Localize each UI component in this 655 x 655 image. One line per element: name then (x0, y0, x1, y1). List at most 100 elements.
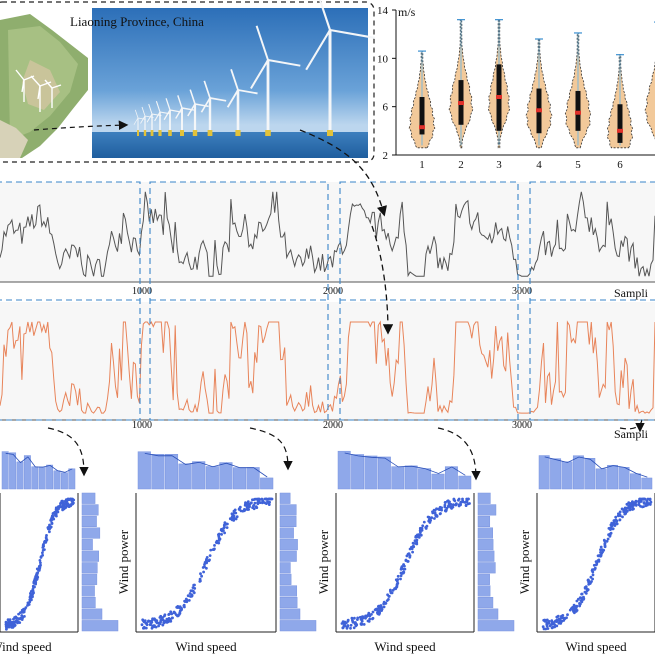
scatter-point (414, 535, 418, 539)
scatter-point (217, 533, 220, 537)
violin-y-tick-label: 10 (377, 53, 389, 65)
scatter-point (591, 573, 595, 577)
scatter-point (543, 619, 547, 623)
scatter-point (595, 562, 599, 566)
scatter-point (590, 580, 593, 583)
histogram-bar (81, 492, 96, 504)
turbine-icon (146, 103, 162, 136)
scatter-point (169, 610, 173, 614)
scatter-point (23, 615, 26, 618)
power-series-tick-label: 1000 (132, 420, 152, 431)
scatter-point (44, 536, 48, 539)
histogram-bar (572, 455, 584, 490)
violin (408, 50, 436, 149)
scatter-point (4, 623, 8, 626)
scatter-point (420, 528, 423, 531)
scatter-point (618, 518, 622, 522)
scatter-point (341, 620, 345, 623)
speed-series-tick-label: 2000 (323, 286, 343, 297)
scatter-point (252, 498, 256, 501)
speed-to-power-arrow (371, 225, 394, 335)
violin-x-tick-label: 6 (617, 159, 623, 171)
scatter-point (443, 505, 447, 509)
scatter-point (643, 498, 647, 501)
scatter-point (541, 625, 545, 629)
scatter-point (55, 514, 58, 518)
histogram-bar (232, 467, 247, 490)
scatter-y-label: Wind power (517, 529, 532, 594)
scatter-point (255, 506, 259, 510)
scatter-point (38, 559, 42, 562)
scatter-point (580, 600, 584, 604)
scatter-point (371, 617, 374, 621)
scatter-point (563, 617, 566, 621)
photo-to-speed-arrow (299, 129, 387, 217)
scatter-point (389, 588, 392, 592)
scatter-point (452, 498, 456, 502)
power-histogram (81, 492, 119, 632)
scatter-y-label: Wind power (116, 529, 131, 594)
wind-power-series-panel: Sampli (0, 302, 655, 441)
histogram-bar (279, 515, 297, 528)
scatter-point (231, 514, 234, 518)
scatter-point (39, 556, 43, 559)
scatter-point (66, 503, 70, 507)
histogram-bar (477, 597, 494, 609)
scatter-point (419, 530, 422, 534)
power-series-tick-label: 3000 (512, 420, 532, 431)
histogram-bar (279, 562, 291, 574)
turbine-icon (226, 69, 258, 136)
scatter-point (386, 593, 389, 597)
violin (525, 38, 553, 149)
histogram-bar (31, 466, 39, 490)
scatter-point (434, 514, 438, 518)
scatter-point (246, 500, 250, 504)
histogram-bar (550, 458, 562, 490)
scatter-point (626, 506, 630, 510)
scatter-point (234, 517, 238, 521)
scatter-point (407, 552, 411, 556)
histogram-bar (404, 465, 418, 490)
violin-x-tick-label: 1 (419, 159, 425, 171)
histogram-bar (205, 466, 219, 490)
scatter-point (247, 508, 251, 511)
histogram-bar (81, 550, 99, 562)
scatter-point (12, 617, 15, 621)
scatter-point (20, 614, 24, 617)
scatter-point (443, 501, 447, 504)
histogram-bar (178, 463, 192, 490)
wind-speed-violin-chart: m/s 2 6 10 14 1 2 3 4 5 6 (377, 5, 655, 171)
histogram-bar (477, 492, 491, 504)
scatter-point (199, 579, 202, 583)
scatter-point (61, 499, 64, 503)
offshore-turbines (133, 0, 376, 136)
series-tick-labels: 1000 1000 2000 2000 3000 3000 (132, 286, 532, 431)
scatter-point (630, 504, 634, 508)
scatter-point (553, 625, 556, 629)
power-histogram (477, 492, 515, 632)
scatter-point (624, 510, 627, 514)
scatter-point (417, 533, 420, 537)
scatter-point (592, 563, 596, 567)
scatter-point (268, 497, 272, 501)
scatter-point (170, 612, 174, 616)
scatter-point (140, 623, 144, 627)
scatter-point (644, 504, 648, 508)
violin-y-tick-label: 14 (377, 5, 389, 17)
scatter-point (151, 624, 154, 628)
scatter-point (49, 525, 53, 529)
scatter-point (64, 505, 68, 508)
scatter-point (380, 609, 383, 612)
violin (487, 19, 511, 149)
scatter-point (55, 509, 58, 512)
scatter-point (364, 616, 367, 620)
scatter-point (223, 531, 227, 535)
scatter-point (545, 624, 549, 628)
scatter-point (649, 500, 653, 504)
scatter-point (155, 619, 159, 623)
scatter-point (551, 621, 555, 624)
violin (448, 19, 474, 149)
scatter-point (205, 566, 208, 570)
scatter-point (370, 613, 373, 616)
scatter-point (431, 510, 434, 514)
